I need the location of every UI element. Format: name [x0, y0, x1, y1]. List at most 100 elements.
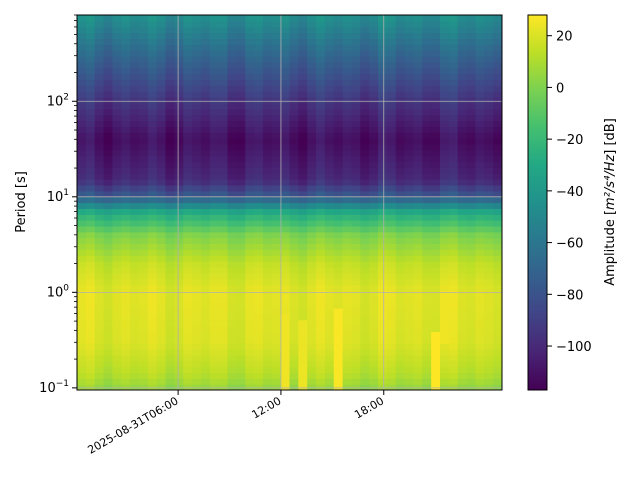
heatmap-cell — [227, 337, 237, 344]
heatmap-cell — [484, 149, 494, 157]
heatmap-cell — [165, 26, 175, 34]
heatmap-cell — [165, 108, 175, 116]
heatmap-cell — [395, 102, 406, 110]
heatmap-cell — [192, 372, 202, 379]
heatmap-cell — [280, 97, 291, 104]
heatmap-cell — [245, 184, 255, 192]
heatmap-cell — [209, 138, 220, 145]
heatmap-cell — [289, 79, 299, 86]
heatmap-cell — [245, 114, 255, 122]
heatmap-cell — [475, 196, 485, 204]
heatmap-cell — [448, 184, 459, 192]
heatmap-cell — [316, 290, 326, 297]
heatmap-cell — [440, 38, 450, 45]
heatmap-cell — [457, 296, 468, 303]
heatmap-cell — [324, 20, 335, 28]
heatmap-cell — [395, 196, 406, 204]
heatmap-cell — [280, 261, 291, 268]
heatmap-cell — [484, 126, 494, 133]
heatmap-cell — [94, 325, 105, 333]
heatmap-cell — [121, 26, 131, 34]
heatmap-cell — [156, 214, 167, 221]
heatmap-cell — [85, 20, 96, 28]
heatmap-cell — [404, 167, 415, 174]
heatmap-cell — [316, 272, 326, 280]
heatmap-cell — [342, 225, 353, 233]
heatmap-cell — [448, 149, 459, 157]
heatmap-cell — [324, 173, 335, 180]
heatmap-cell — [103, 313, 114, 321]
heatmap-cell — [262, 20, 273, 28]
heatmap-cell — [413, 179, 423, 186]
heatmap-cell — [236, 161, 246, 168]
heatmap-cell — [77, 378, 87, 385]
heatmap-cell — [324, 161, 335, 168]
heatmap-cell — [422, 343, 432, 350]
heatmap-cell — [183, 32, 193, 40]
heatmap-cell — [386, 79, 397, 86]
heatmap-cell — [156, 126, 167, 133]
heatmap-cell — [378, 132, 388, 139]
heatmap-cell — [475, 114, 485, 122]
heatmap-cell — [192, 143, 202, 151]
heatmap-cell — [218, 155, 229, 163]
heatmap-cell — [245, 220, 255, 227]
heatmap-cell — [378, 155, 388, 163]
heatmap-cell — [236, 44, 246, 51]
heatmap-cell — [94, 243, 105, 250]
heatmap-cell — [138, 38, 149, 45]
heatmap-cell — [475, 284, 485, 291]
heatmap-cell — [440, 255, 450, 262]
heatmap-cell — [298, 120, 308, 127]
heatmap-cell — [369, 202, 379, 209]
heatmap-cell — [457, 237, 468, 245]
heatmap-cell — [156, 255, 167, 262]
heatmap-cell — [138, 214, 149, 221]
heatmap-cell — [254, 237, 264, 245]
heatmap-cell — [440, 196, 450, 204]
heatmap-cell — [378, 331, 388, 338]
heatmap-cell — [324, 97, 335, 104]
heatmap-cell — [227, 266, 237, 274]
heatmap-cell — [342, 378, 353, 385]
heatmap-cell — [77, 61, 87, 69]
heatmap-cell — [316, 173, 326, 180]
heatmap-cell — [484, 15, 494, 22]
heatmap-cell — [298, 307, 308, 315]
heatmap-cell — [262, 149, 273, 157]
heatmap-cell — [475, 255, 485, 262]
heatmap-cell — [351, 266, 361, 274]
heatmap-cell — [103, 26, 114, 34]
heatmap-cell — [484, 61, 494, 69]
heatmap-cell — [386, 56, 397, 63]
heatmap-cell — [369, 102, 379, 110]
heatmap-cell — [254, 184, 264, 192]
heatmap-cell — [121, 44, 131, 51]
heatmap-cell — [378, 302, 388, 309]
heatmap-cell — [156, 190, 167, 198]
heatmap-cell — [360, 296, 370, 303]
heatmap-cell — [360, 307, 370, 315]
heatmap-cell — [236, 378, 246, 385]
heatmap-cell — [422, 73, 432, 81]
heatmap-cell — [342, 155, 353, 163]
heatmap-cell — [493, 208, 502, 215]
heatmap-cell — [130, 348, 140, 356]
heatmap-cell — [360, 360, 370, 368]
heatmap-cell — [431, 348, 441, 356]
heatmap-cell — [183, 108, 193, 116]
heatmap-cell — [262, 79, 273, 86]
heatmap-cell — [378, 196, 388, 204]
heatmap-cell — [289, 196, 299, 204]
heatmap-cell — [236, 261, 246, 268]
heatmap-cell — [121, 296, 131, 303]
heatmap-cell — [218, 372, 229, 379]
heatmap-cell — [85, 360, 96, 368]
heatmap-cell — [333, 214, 344, 221]
heatmap-cell — [404, 196, 415, 204]
heatmap-cell — [77, 85, 87, 92]
heatmap-cell — [183, 348, 193, 356]
heatmap-cell — [404, 225, 415, 233]
heatmap-cell — [165, 319, 175, 327]
heatmap-cell — [192, 214, 202, 221]
